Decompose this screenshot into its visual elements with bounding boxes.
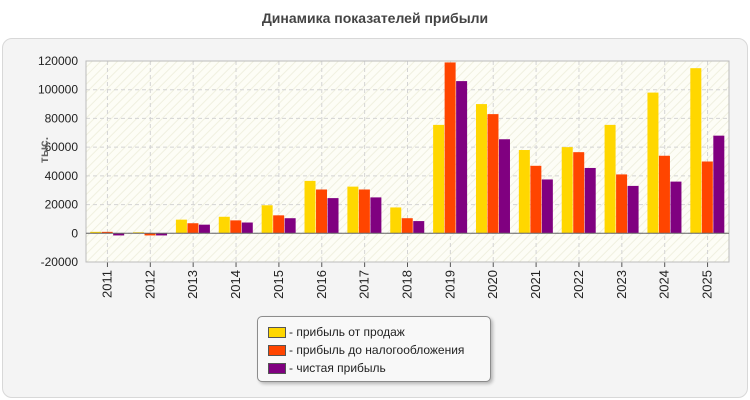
bar-2-2025 bbox=[701, 161, 713, 234]
bar-2-2016 bbox=[316, 189, 328, 234]
x-tick-label: 2014 bbox=[228, 270, 243, 299]
bar-2-2022 bbox=[573, 152, 585, 234]
bar-1-2014 bbox=[218, 216, 230, 234]
x-tick-label: 2022 bbox=[571, 270, 586, 299]
bar-1-2015 bbox=[261, 205, 273, 234]
bar-2-2021 bbox=[530, 165, 542, 234]
bar-3-2022 bbox=[584, 167, 596, 234]
bar-1-2016 bbox=[304, 180, 316, 234]
chart-title: Динамика показателей прибыли bbox=[261, 10, 489, 26]
bar-2-2024 bbox=[658, 155, 670, 234]
bar-1-2023 bbox=[604, 124, 616, 234]
bar-3-2020 bbox=[498, 139, 510, 234]
bar-2-2017 bbox=[358, 189, 370, 234]
bar-3-2023 bbox=[627, 185, 639, 234]
legend-label-net-profit: - чистая прибыль bbox=[289, 361, 386, 375]
bar-3-2024 bbox=[670, 181, 682, 234]
bar-2-2014 bbox=[230, 220, 242, 234]
chart-legend: - прибыль от продаж - прибыль до налогоо… bbox=[257, 316, 491, 382]
y-tick-label: 80000 bbox=[45, 111, 79, 125]
y-tick-label: 100000 bbox=[38, 83, 78, 97]
y-tick-label: 0 bbox=[71, 226, 78, 240]
x-tick-label: 2017 bbox=[357, 270, 372, 299]
legend-swatch-pretax-profit bbox=[268, 344, 286, 356]
x-tick-label: 2024 bbox=[657, 270, 672, 299]
bar-1-2011 bbox=[90, 231, 102, 234]
bar-3-2016 bbox=[327, 198, 339, 234]
bar-2-2011 bbox=[101, 231, 113, 234]
y-tick-label: 60000 bbox=[45, 140, 79, 154]
bar-1-2017 bbox=[347, 186, 359, 234]
bar-3-2019 bbox=[456, 81, 468, 234]
x-tick-label: 2019 bbox=[442, 270, 457, 299]
legend-label-pretax-profit: - прибыль до налогообложения bbox=[289, 343, 465, 357]
legend-item-sales-profit: - прибыль от продаж bbox=[268, 324, 405, 340]
bar-3-2015 bbox=[284, 218, 296, 234]
y-axis-label: тыс. bbox=[37, 137, 51, 163]
bar-2-2019 bbox=[444, 62, 456, 234]
legend-item-pretax-profit: - прибыль до налогообложения bbox=[268, 342, 464, 358]
bar-3-2017 bbox=[370, 197, 382, 234]
bar-1-2019 bbox=[433, 124, 445, 234]
bar-1-2020 bbox=[475, 104, 487, 234]
bar-2-2020 bbox=[487, 114, 499, 234]
bar-1-2012 bbox=[133, 232, 145, 234]
x-tick-label: 2013 bbox=[185, 270, 200, 299]
x-tick-label: 2016 bbox=[314, 270, 329, 299]
bar-1-2021 bbox=[518, 150, 530, 234]
legend-item-net-profit: - чистая прибыль bbox=[268, 360, 386, 376]
bar-1-2018 bbox=[390, 207, 402, 234]
legend-swatch-sales-profit bbox=[268, 326, 286, 338]
bar-2-2023 bbox=[616, 174, 628, 234]
bar-2-2015 bbox=[273, 215, 285, 234]
bar-3-2014 bbox=[241, 222, 253, 234]
x-tick-label: 2021 bbox=[528, 270, 543, 299]
x-tick-label: 2018 bbox=[400, 270, 415, 299]
bar-2-2012 bbox=[144, 233, 156, 236]
plot-frame bbox=[85, 60, 730, 263]
y-tick-label: 20000 bbox=[45, 198, 79, 212]
x-tick-label: 2011 bbox=[99, 270, 114, 298]
bar-3-2021 bbox=[541, 179, 553, 234]
bar-2-2018 bbox=[401, 218, 413, 234]
x-tick-label: 2023 bbox=[614, 270, 629, 299]
legend-swatch-net-profit bbox=[268, 362, 286, 374]
y-tick-label: -20000 bbox=[41, 255, 79, 269]
x-tick-label: 2020 bbox=[485, 270, 500, 299]
bar-3-2011 bbox=[113, 233, 125, 236]
x-tick-label: 2012 bbox=[142, 270, 157, 299]
bar-1-2025 bbox=[690, 68, 702, 234]
bar-3-2018 bbox=[413, 221, 425, 234]
y-tick-label: 40000 bbox=[45, 169, 79, 183]
bar-1-2022 bbox=[561, 147, 573, 234]
x-tick-label: 2015 bbox=[271, 270, 286, 299]
legend-label-sales-profit: - прибыль от продаж bbox=[289, 325, 405, 339]
bar-1-2024 bbox=[647, 92, 659, 234]
x-tick-label: 2025 bbox=[700, 270, 715, 299]
bar-3-2012 bbox=[156, 233, 168, 236]
bar-3-2025 bbox=[713, 135, 725, 234]
bar-1-2013 bbox=[175, 219, 187, 234]
bar-2-2013 bbox=[187, 223, 199, 234]
y-tick-label: 120000 bbox=[38, 54, 78, 68]
bar-3-2013 bbox=[198, 224, 210, 234]
